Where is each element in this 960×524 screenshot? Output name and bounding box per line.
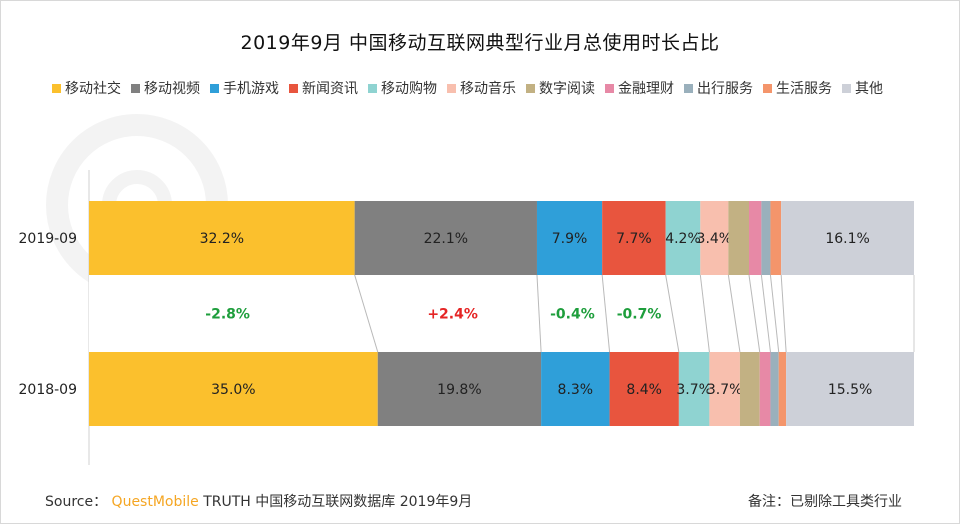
category-label: 2019-09	[19, 231, 78, 247]
legend-swatch	[842, 83, 851, 93]
legend-item-5: 移动音乐	[447, 78, 516, 98]
legend-item-6: 数字阅读	[526, 78, 595, 98]
bar-2018-09-金融理财	[759, 352, 771, 426]
legend-label: 出行服务	[697, 81, 753, 97]
bar-2019-09-新闻资讯	[602, 201, 666, 275]
connector-line-5	[699, 274, 710, 353]
legend-label: 生活服务	[776, 81, 832, 97]
bar-2018-09-移动社交	[89, 352, 378, 426]
legend-item-8: 出行服务	[684, 78, 753, 98]
source-prefix: Source：	[45, 494, 108, 510]
bar-2019-09-生活服务	[770, 201, 782, 275]
legend-swatch	[289, 83, 298, 93]
connector-line-10	[780, 274, 787, 353]
bar-2018-09-数字阅读	[739, 352, 760, 426]
connector-line-9	[769, 274, 780, 353]
stacked-bar-chart: 32.2% 22.1% 7.9% 7.7% 4.2%3.4% 16.1% 2019-09 35…	[19, 170, 915, 465]
footer-note: 备注：已剔除工具类行业	[748, 494, 902, 510]
category-label: 2018-09	[19, 382, 78, 398]
data-label: 19.8%	[437, 382, 481, 398]
source-suffix: TRUTH 中国移动互联网数据库 2019年9月	[203, 494, 473, 510]
legend-item-0: 移动社交	[52, 78, 121, 98]
data-label: 22.1%	[424, 231, 468, 247]
bar-2019-09-移动购物	[665, 201, 701, 275]
legend-label: 移动音乐	[460, 81, 516, 97]
connector-line-6	[727, 274, 741, 353]
bar-2019-09-移动视频	[354, 201, 537, 275]
bar-2019-09-其他	[781, 201, 914, 275]
connector-line-8	[760, 274, 771, 353]
bar-2018-09-新闻资讯	[609, 352, 679, 426]
legend-label: 移动社交	[65, 81, 121, 97]
footer-source: Source： QuestMobile TRUTH 中国移动互联网数据库 201…	[45, 491, 472, 511]
legend-item-1: 移动视频	[131, 78, 200, 98]
change-label-3: -0.7%	[617, 307, 662, 323]
legend-item-3: 新闻资讯	[289, 78, 358, 98]
connector-line-3	[601, 274, 611, 353]
connector-band	[89, 275, 914, 352]
legend-swatch	[526, 83, 535, 93]
connector-line-4	[665, 274, 680, 353]
legend-label: 其他	[855, 81, 883, 97]
legend-swatch	[368, 83, 377, 93]
legend-item-7: 金融理财	[605, 78, 674, 98]
bar-2018-09-移动购物	[678, 352, 710, 426]
data-label: 3.4%	[697, 231, 733, 247]
bar-2018-09-移动音乐	[709, 352, 740, 426]
bar-2018-09-生活服务	[778, 352, 787, 426]
data-label: 7.7%	[616, 231, 652, 247]
legend-swatch	[605, 83, 614, 93]
bar-2019-09-手机游戏	[536, 201, 603, 275]
bar-2018-09-出行服务	[770, 352, 779, 426]
legend-item-2: 手机游戏	[210, 78, 279, 98]
connector-line-2	[536, 274, 542, 353]
bar-2018-09-手机游戏	[541, 352, 610, 426]
legend-swatch	[131, 83, 140, 93]
legend-label: 移动购物	[381, 81, 437, 97]
legend-item-10: 其他	[842, 78, 883, 98]
legend-label: 新闻资讯	[302, 81, 358, 97]
legend-swatch	[52, 83, 61, 93]
legend-item-4: 移动购物	[368, 78, 437, 98]
connector-line-1	[354, 274, 379, 353]
bar-2018-09-移动视频	[377, 352, 542, 426]
data-label: 16.1%	[825, 231, 869, 247]
bar-2019-09-移动音乐	[700, 201, 729, 275]
data-label: 15.5%	[828, 382, 872, 398]
connector-line-7	[748, 274, 761, 353]
change-label-2: -0.4%	[550, 307, 595, 323]
bar-2019-09-数字阅读	[728, 201, 749, 275]
data-label: 35.0%	[211, 382, 255, 398]
chart-title: 2019年9月 中国移动互联网典型行业月总使用时长占比	[240, 32, 720, 54]
legend-swatch	[684, 83, 693, 93]
legend-swatch	[210, 83, 219, 93]
change-label-1: +2.4%	[427, 307, 478, 323]
legend-label: 手机游戏	[223, 81, 279, 97]
legend-item-9: 生活服务	[763, 78, 832, 98]
legend-label: 数字阅读	[539, 81, 595, 97]
bar-2019-09-出行服务	[761, 201, 771, 275]
data-label: 7.9%	[552, 231, 588, 247]
legend-swatch	[763, 83, 772, 93]
data-label: 8.4%	[626, 382, 662, 398]
data-label: 4.2%	[665, 231, 701, 247]
legend-label: 移动视频	[144, 81, 200, 97]
legend: 移动社交 移动视频 手机游戏 新闻资讯 移动购物 移动音乐 数字阅读 金融理财 出行服务 生活服务…	[52, 78, 883, 98]
legend-swatch	[447, 83, 456, 93]
change-label-0: -2.8%	[205, 307, 250, 323]
data-label: 8.3%	[558, 382, 594, 398]
data-label: 3.7%	[676, 382, 712, 398]
data-label: 32.2%	[200, 231, 244, 247]
data-label: 3.7%	[707, 382, 743, 398]
bar-2019-09-金融理财	[749, 201, 762, 275]
bar-2018-09-其他	[786, 352, 914, 426]
source-brand: QuestMobile	[111, 494, 199, 510]
legend-label: 金融理财	[618, 81, 674, 97]
bar-2019-09-移动社交	[89, 201, 355, 275]
